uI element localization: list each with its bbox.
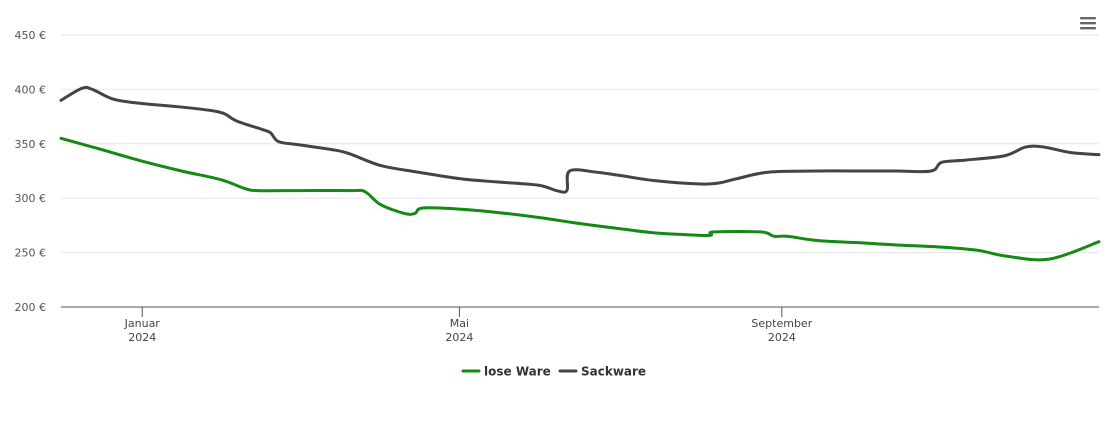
- y-tick-label: 200 €: [15, 301, 47, 314]
- y-tick-label: 400 €: [15, 83, 47, 96]
- hamburger-menu-icon[interactable]: [1079, 14, 1097, 32]
- x-tick-label: Januar: [124, 317, 161, 330]
- legend[interactable]: lose Ware Sackware: [461, 365, 646, 379]
- x-tick-sublabel: 2024: [445, 331, 473, 344]
- y-tick-label: 350 €: [15, 138, 47, 151]
- x-tick-sublabel: 2024: [768, 331, 796, 344]
- y-tick-label: 300 €: [15, 192, 47, 205]
- series-line-lose-ware: [59, 136, 1101, 262]
- legend-item-lose-ware[interactable]: lose Ware: [461, 365, 551, 379]
- y-tick-label: 250 €: [15, 247, 47, 260]
- x-tick-label: Mai: [450, 317, 469, 330]
- y-axis-ticks: 200 € 250 € 300 € 350 € 400 € 450 €: [15, 29, 47, 314]
- series-line-sackware: [59, 85, 1101, 194]
- x-tick-sublabel: 2024: [128, 331, 156, 344]
- series-lines: [59, 85, 1101, 262]
- legend-label: Sackware: [581, 365, 646, 379]
- legend-item-sackware[interactable]: Sackware: [558, 365, 646, 379]
- grid-lines: [61, 34, 1099, 254]
- y-tick-label: 450 €: [15, 29, 47, 42]
- legend-label: lose Ware: [484, 365, 551, 379]
- x-tick-label: September: [751, 317, 812, 330]
